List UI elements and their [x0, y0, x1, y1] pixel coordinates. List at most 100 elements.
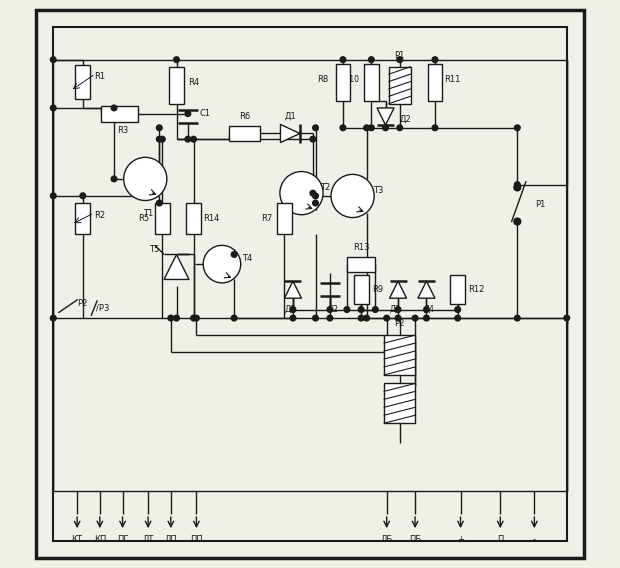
Polygon shape [164, 254, 189, 279]
Bar [389, 67, 410, 104]
Circle shape [50, 315, 56, 321]
Text: ЛБ: ЛБ [381, 535, 393, 544]
Circle shape [156, 201, 162, 206]
Text: Д1: Д1 [285, 112, 296, 121]
Text: R7: R7 [260, 214, 272, 223]
Bar [229, 126, 260, 141]
Text: КТ: КТ [72, 535, 82, 544]
Circle shape [203, 245, 241, 283]
Circle shape [310, 190, 316, 196]
Text: R6: R6 [239, 112, 250, 121]
Circle shape [340, 57, 346, 62]
Text: Р1: Р1 [394, 51, 405, 60]
Text: Д5: Д5 [284, 305, 296, 314]
Bar [76, 65, 90, 99]
Text: R12: R12 [467, 285, 484, 294]
Circle shape [327, 307, 333, 312]
Text: ЛП: ЛП [164, 535, 177, 544]
Text: C2: C2 [327, 305, 339, 314]
Circle shape [514, 218, 521, 225]
Circle shape [312, 201, 318, 206]
Bar [155, 203, 170, 235]
Text: C1: C1 [200, 109, 210, 118]
Circle shape [80, 193, 86, 199]
Text: T4: T4 [242, 254, 252, 263]
Text: ПГ: ПГ [117, 535, 128, 544]
Text: Д2: Д2 [399, 115, 411, 124]
Text: Д4: Д4 [424, 305, 435, 314]
Polygon shape [280, 124, 300, 143]
Circle shape [358, 307, 364, 312]
Circle shape [455, 307, 461, 312]
Bar [384, 335, 415, 375]
Circle shape [373, 307, 378, 312]
Circle shape [231, 252, 237, 257]
Circle shape [331, 174, 374, 218]
Text: Р2: Р2 [394, 319, 405, 328]
Circle shape [280, 172, 323, 215]
Text: П: П [497, 535, 503, 544]
Circle shape [423, 315, 429, 321]
Text: R14: R14 [203, 214, 220, 223]
Circle shape [423, 307, 429, 312]
Circle shape [312, 125, 318, 131]
Text: R10: R10 [344, 75, 359, 84]
Text: T3: T3 [373, 186, 383, 195]
Circle shape [455, 315, 461, 321]
Circle shape [368, 125, 374, 131]
Text: R13: R13 [353, 243, 370, 252]
Circle shape [515, 315, 520, 321]
Circle shape [383, 125, 388, 131]
Circle shape [156, 125, 162, 131]
Text: R8: R8 [317, 75, 329, 84]
Text: Р1: Р1 [535, 200, 545, 209]
Bar [354, 275, 368, 304]
Circle shape [50, 105, 56, 111]
Text: R4: R4 [188, 78, 199, 87]
Polygon shape [377, 108, 394, 125]
Bar [335, 64, 350, 101]
Circle shape [193, 315, 199, 321]
Text: R1: R1 [94, 72, 105, 81]
Circle shape [384, 315, 389, 321]
Circle shape [312, 315, 318, 321]
Circle shape [514, 184, 521, 191]
Text: R9: R9 [373, 285, 384, 294]
Circle shape [327, 315, 333, 321]
Circle shape [412, 315, 418, 321]
Circle shape [231, 315, 237, 321]
Text: +: + [457, 535, 464, 544]
Circle shape [111, 176, 117, 182]
Text: ПП: ПП [190, 535, 203, 544]
Circle shape [515, 182, 520, 187]
Circle shape [191, 315, 197, 321]
Circle shape [185, 111, 191, 116]
Circle shape [397, 57, 402, 62]
Polygon shape [389, 281, 407, 298]
Bar [101, 106, 138, 122]
Circle shape [185, 136, 191, 142]
Text: R3: R3 [117, 126, 128, 135]
Circle shape [340, 125, 346, 131]
Circle shape [432, 57, 438, 62]
Circle shape [159, 136, 165, 142]
Text: T1: T1 [143, 208, 153, 218]
Text: R2: R2 [94, 211, 105, 220]
Circle shape [290, 315, 296, 321]
Text: Р3: Р3 [394, 367, 405, 377]
Text: ЛТ: ЛТ [143, 535, 154, 544]
Circle shape [156, 136, 162, 142]
Circle shape [368, 57, 374, 62]
Bar [169, 67, 184, 104]
Text: R11: R11 [444, 75, 460, 84]
Circle shape [310, 136, 316, 142]
Bar [186, 203, 201, 235]
Circle shape [395, 315, 401, 321]
Text: -: - [533, 535, 536, 544]
Circle shape [290, 307, 296, 312]
Circle shape [432, 125, 438, 131]
Circle shape [344, 307, 350, 312]
Circle shape [358, 315, 364, 321]
Text: T2: T2 [320, 183, 330, 192]
Circle shape [174, 57, 179, 62]
